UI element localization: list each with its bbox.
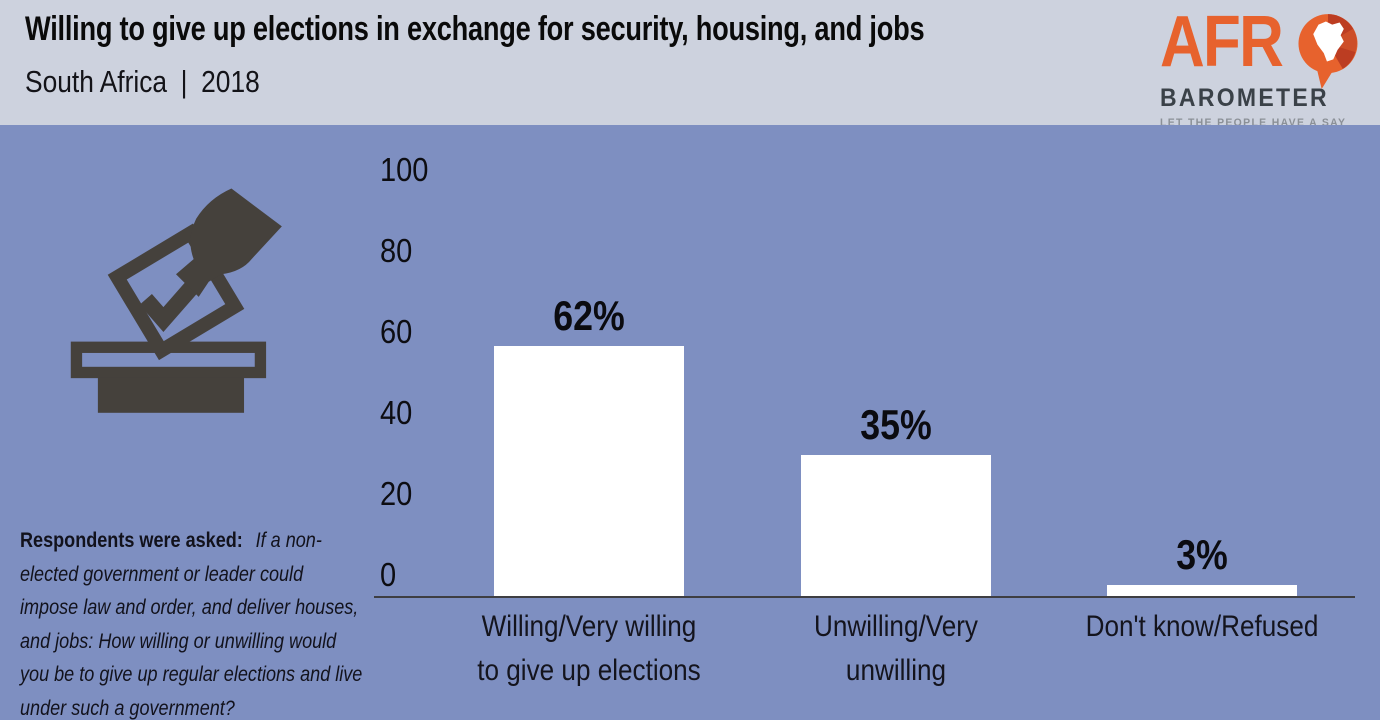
chart-subtitle: South Africa | 2018	[25, 64, 260, 100]
logo-text-afr: AFR	[1160, 2, 1284, 82]
logo-text-barometer: BAROMETER	[1160, 84, 1329, 112]
x-axis-category-label: Willing/Very willing to give up elections	[477, 610, 701, 687]
y-axis-tick-label: 40	[380, 394, 413, 431]
y-axis-tick-label: 20	[380, 475, 413, 512]
survey-question: Respondents were asked: If a non-elected…	[20, 524, 366, 720]
x-axis-category-label: Don't know/Refused	[1085, 610, 1319, 643]
bar-value-label: 35%	[860, 401, 932, 449]
subtitle-separator: |	[180, 64, 188, 99]
bar-value-label: 3%	[1176, 530, 1228, 578]
question-label: Respondents were asked:	[20, 529, 243, 552]
bar	[801, 455, 991, 597]
y-axis-tick-label: 80	[380, 232, 413, 269]
question-text: If a non-elected government or leader co…	[20, 529, 363, 720]
africa-speech-bubble-icon	[1298, 14, 1358, 89]
y-axis-tick-label: 0	[380, 556, 397, 593]
afrobarometer-logo: AFR BAROMETER LET THE PEOPLE HAVE A SAY	[1160, 2, 1370, 129]
subtitle-country: South Africa	[25, 64, 168, 99]
bar	[1107, 584, 1297, 597]
header: Willing to give up elections in exchange…	[0, 0, 1380, 129]
bar	[494, 345, 684, 597]
ballot-box-icon	[70, 188, 282, 413]
bar-value-label: 62%	[553, 291, 625, 339]
subtitle-year: 2018	[201, 64, 260, 99]
page-title: Willing to give up elections in exchange…	[25, 10, 925, 48]
y-axis-tick-label: 60	[380, 313, 413, 350]
x-axis-line	[374, 596, 1355, 598]
logo-wordmark: AFR	[1160, 2, 1370, 89]
y-axis-tick-label: 100	[380, 151, 429, 188]
x-axis-category-label: Unwilling/Very unwilling	[814, 610, 978, 687]
